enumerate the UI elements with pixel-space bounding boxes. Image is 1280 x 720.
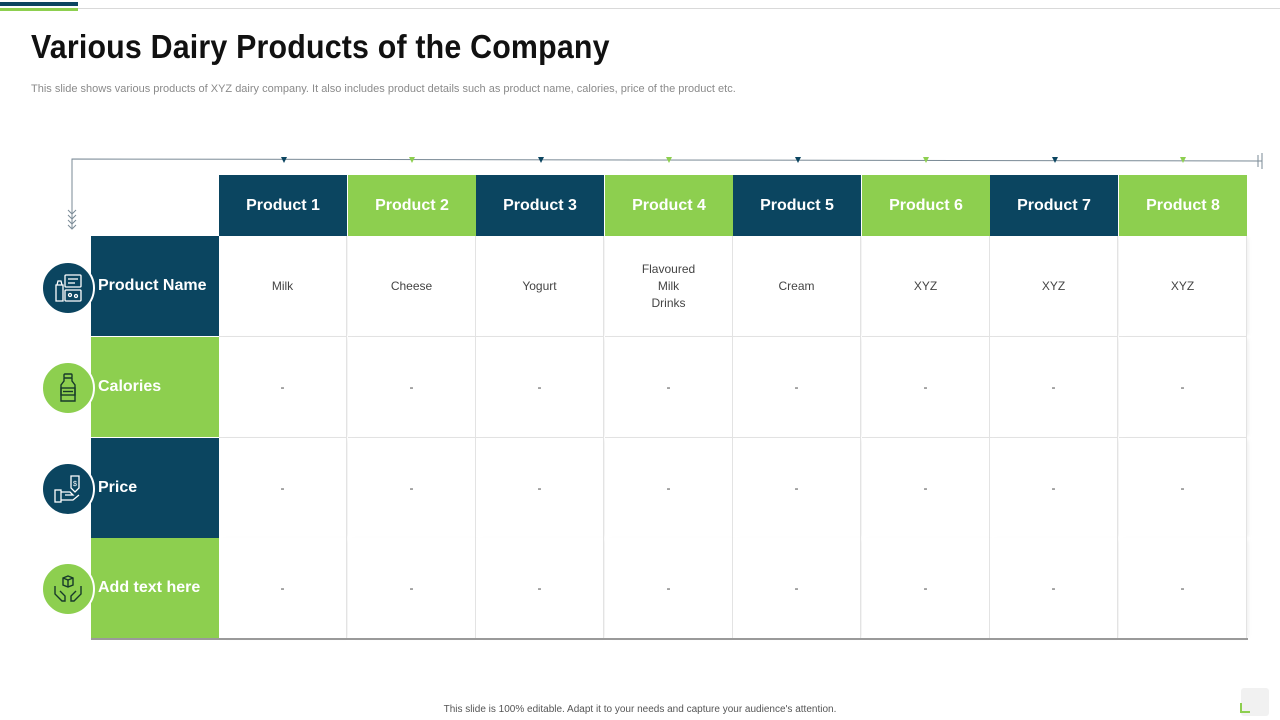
cell-r4-c7: - <box>990 538 1118 639</box>
product-header-1: Product 1 <box>219 175 347 236</box>
cell-r4-c2: - <box>348 538 476 639</box>
row-label-calories: Calories <box>91 337 219 437</box>
cell-r1-c2: Cheese <box>348 236 476 337</box>
down-chevrons-icon <box>67 209 77 230</box>
cell-r1-c4: Flavoured Milk Drinks <box>605 236 733 337</box>
cell-r2-c4: - <box>605 337 733 438</box>
product-header-8: Product 8 <box>1119 175 1247 236</box>
cell-r3-c2: - <box>348 438 476 539</box>
cell-r4-c6: - <box>862 538 990 639</box>
cell-r3-c5: - <box>733 438 861 539</box>
cell-r4-c1: - <box>219 538 347 639</box>
cell-r3-c6: - <box>862 438 990 539</box>
cell-r1-c6: XYZ <box>862 236 990 337</box>
product-header-3: Product 3 <box>476 175 604 236</box>
cell-r1-c1: Milk <box>219 236 347 337</box>
table-bottom-border <box>91 638 1248 640</box>
slide-title: Various Dairy Products of the Company <box>31 28 610 65</box>
row-label-product-name: Product Name <box>91 236 219 336</box>
product-header-5: Product 5 <box>733 175 861 236</box>
cell-r3-c1: - <box>219 438 347 539</box>
product-header-2: Product 2 <box>348 175 476 236</box>
top-accent-bar-navy <box>0 2 78 6</box>
milk-bottle-icon <box>41 361 95 415</box>
slide-footer-note: This slide is 100% editable. Adapt it to… <box>443 704 837 715</box>
row-label-price: Price <box>91 438 219 538</box>
price-tag-icon: $ <box>41 462 95 516</box>
corner-bracket-icon <box>1240 703 1250 713</box>
cell-r4-c3: - <box>476 538 604 639</box>
connector-lines <box>67 153 1263 230</box>
cell-r3-c3: - <box>476 438 604 539</box>
cell-r2-c3: - <box>476 337 604 438</box>
cell-r1-c8: XYZ <box>1119 236 1247 337</box>
row-label-add-text: Add text here <box>91 538 219 638</box>
cell-r3-c4: - <box>605 438 733 539</box>
hands-box-icon <box>41 562 95 616</box>
cell-r1-c7: XYZ <box>990 236 1118 337</box>
cell-r1-c5: Cream <box>733 236 861 337</box>
cell-r4-c5: - <box>733 538 861 639</box>
product-header-4: Product 4 <box>605 175 733 236</box>
cell-r4-c8: - <box>1119 538 1247 639</box>
cell-r1-c3: Yogurt <box>476 236 604 337</box>
slide-subtitle: This slide shows various products of XYZ… <box>31 83 736 95</box>
cell-r2-c5: - <box>733 337 861 438</box>
cell-r2-c7: - <box>990 337 1118 438</box>
cell-r2-c6: - <box>862 337 990 438</box>
header-pointer-markers <box>281 157 1186 163</box>
product-header-7: Product 7 <box>990 175 1118 236</box>
dairy-products-icon <box>41 261 95 315</box>
svg-text:$: $ <box>73 481 77 488</box>
product-header-6: Product 6 <box>862 175 990 236</box>
cell-r4-c4: - <box>605 538 733 639</box>
top-accent-bar-green <box>0 8 78 11</box>
top-divider-line <box>78 8 1280 9</box>
cell-r2-c8: - <box>1119 337 1247 438</box>
cell-r2-c1: - <box>219 337 347 438</box>
cell-r2-c2: - <box>348 337 476 438</box>
cell-r3-c8: - <box>1119 438 1247 539</box>
cell-r3-c7: - <box>990 438 1118 539</box>
